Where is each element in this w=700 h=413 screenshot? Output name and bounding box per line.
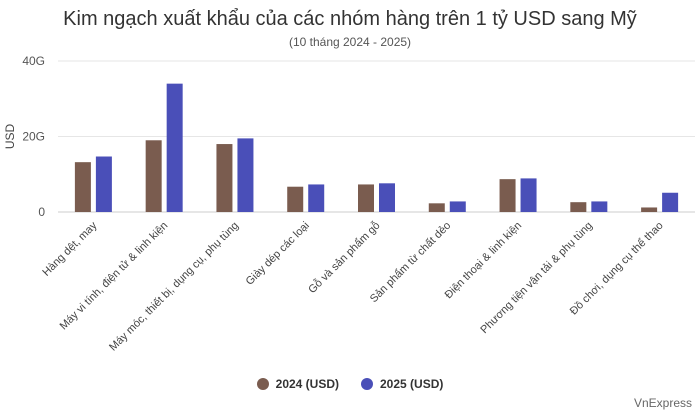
source-credit: VnExpress <box>633 396 692 410</box>
bar-2024[interactable] <box>358 184 374 212</box>
legend-marker-2024 <box>256 378 269 390</box>
legend-label-2025: 2025 (USD) <box>380 377 444 391</box>
bar-2024[interactable] <box>287 186 304 212</box>
x-tick-label: Phương tiện vận tải & phụ tùng <box>478 220 595 337</box>
bar-2025[interactable] <box>237 138 254 212</box>
bar-2024[interactable] <box>74 162 91 212</box>
x-tick-label: Giày dép các loại <box>244 220 312 288</box>
bar-2025[interactable] <box>308 184 325 212</box>
bar-2024[interactable] <box>570 202 587 212</box>
bar-2025[interactable] <box>591 201 608 212</box>
bar-2024[interactable] <box>641 207 658 212</box>
bar-2024[interactable] <box>216 144 233 212</box>
bars <box>74 83 679 213</box>
x-tick-label: Sản phẩm từ chất dẻo <box>368 220 453 305</box>
y-axis-ticks: 0 20G 40G <box>22 54 45 219</box>
y-tick-label: 20G <box>22 130 45 144</box>
bar-2025[interactable] <box>662 192 679 212</box>
y-tick-label: 40G <box>22 54 45 68</box>
legend-marker-2025 <box>361 378 373 390</box>
bar-2025[interactable] <box>449 201 466 212</box>
gridlines <box>58 60 695 213</box>
bar-2025[interactable] <box>520 178 537 212</box>
legend-item-2024[interactable]: 2024 (USD) <box>256 377 339 391</box>
x-tick-label: Máy móc, thiết bị, dụng cụ, phụ tùng <box>107 220 241 354</box>
x-tick-label: Hàng dệt, may <box>40 219 99 278</box>
bar-2024[interactable] <box>499 179 516 212</box>
y-tick-label: 0 <box>38 205 45 219</box>
chart-subtitle: (10 tháng 2024 - 2025) <box>288 35 412 49</box>
bar-2024[interactable] <box>145 140 162 212</box>
bar-2025[interactable] <box>166 83 183 213</box>
bar-2024[interactable] <box>428 203 445 212</box>
bar-2025[interactable] <box>379 183 395 212</box>
legend: 2024 (USD) 2025 (USD) <box>0 377 700 391</box>
legend-item-2025[interactable]: 2025 (USD) <box>361 377 443 391</box>
x-tick-label: Điện thoại & linh kiện <box>443 220 525 302</box>
bar-2025[interactable] <box>95 156 112 212</box>
chart-title: Kim ngạch xuất khẩu của các nhóm hàng tr… <box>63 8 637 30</box>
y-axis-label: USD <box>3 124 17 150</box>
x-tick-label: Gỗ và sản phẩm gỗ <box>306 219 383 296</box>
legend-label-2024: 2024 (USD) <box>275 377 339 391</box>
